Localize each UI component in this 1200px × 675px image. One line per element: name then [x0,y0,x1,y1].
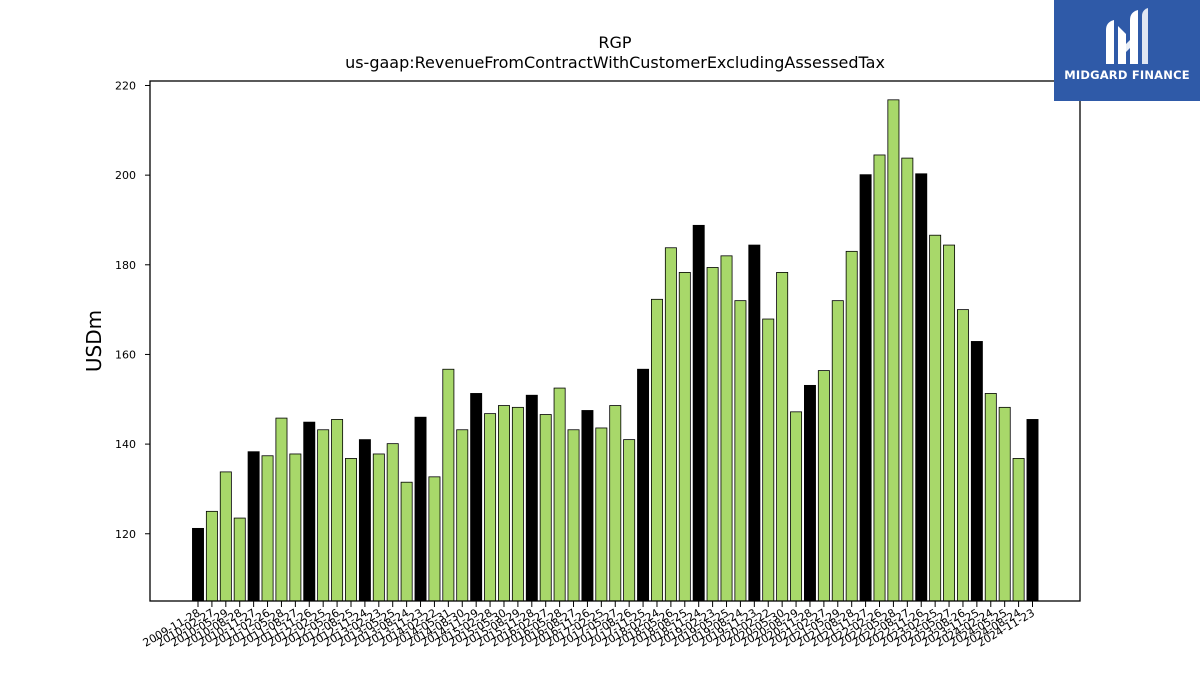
plot-frame [149,80,1081,602]
bar-2022-02-26 [873,154,886,602]
bar-2020-02-22 [762,318,775,602]
bar-2015-05-30 [498,405,510,602]
chart-title: RGP [598,33,632,52]
bar-2013-05-25 [386,443,399,602]
bar-2012-02-25 [317,429,330,602]
bar-2024-08-24 [1012,458,1025,602]
bar-2011-11-26 [303,421,316,602]
logo: MIDGARD FINANCE [1054,0,1200,101]
bar-2017-08-26 [623,439,636,602]
logo-text: MIDGARD FINANCE [1064,68,1190,82]
bar-2024-02-24 [984,393,997,602]
y-tick-label: 200 [115,169,136,182]
chart-subtitle: us-gaap:RevenueFromContractWithCustomerE… [345,53,885,72]
y-tick-label: 160 [115,348,136,361]
bar-2018-02-24 [651,298,663,602]
bar-2013-08-24 [400,481,413,602]
bar-2019-02-23 [706,267,719,602]
y-tick-label: 220 [115,79,136,92]
bar-2019-11-23 [748,244,761,602]
bar-2021-11-27 [859,174,872,602]
bar-2018-11-24 [692,224,705,602]
bar-2010-02-27 [205,510,218,602]
bar-2010-08-28 [233,517,246,602]
bar-2015-11-28 [525,394,538,602]
bar-2013-11-23 [414,416,427,602]
y-tick-label: 180 [115,259,136,272]
bar-2014-02-22 [428,476,441,602]
bar-2023-02-25 [929,234,942,602]
bar-2020-05-30 [776,272,789,602]
bar-2010-11-27 [247,451,260,602]
bar-2020-08-29 [790,411,803,602]
bar-2011-05-28 [275,417,288,602]
bar-2015-08-29 [511,406,524,602]
bar-2022-08-27 [901,157,914,602]
y-axis-label: USDm [82,310,106,372]
bar-2016-11-26 [581,410,594,602]
bars-layer [192,99,1039,602]
bar-2021-02-27 [817,370,830,602]
bar-2012-11-24 [358,439,371,602]
bar-2014-11-29 [470,393,483,602]
bar-2024-05-25 [998,406,1011,602]
midgard-logo-icon [1106,8,1148,64]
bar-2010-05-29 [219,471,232,602]
bar-2024-11-23 [1026,419,1039,602]
bar-2009-11-28 [192,527,204,602]
bar-2019-05-25 [720,255,733,602]
bar-2023-08-26 [956,309,969,602]
bar-2016-08-27 [567,429,580,602]
bar-2015-02-28 [484,413,497,602]
bar-2023-11-25 [970,341,983,602]
bar-2021-08-28 [845,250,858,602]
bar-2017-11-25 [637,368,650,602]
bar-2021-05-29 [831,300,844,602]
bar-2012-05-26 [331,419,344,602]
y-tick-label: 140 [115,438,136,451]
bar-2022-11-26 [915,173,928,602]
bar-2012-08-25 [345,458,357,602]
y-tick-label: 120 [115,528,136,541]
y-axis-ticks: 120 140 160 180 200 220 [115,79,150,541]
bar-2017-02-25 [595,427,608,602]
bar-2016-05-28 [553,387,566,602]
bar-2023-05-27 [943,244,956,602]
bar-2011-08-27 [289,453,302,602]
bar-2013-02-23 [372,453,385,602]
bar-2022-05-28 [887,99,900,602]
bar-2014-08-30 [456,429,469,602]
bar-2018-05-26 [664,247,677,602]
bar-2014-05-31 [442,368,455,602]
bar-2017-05-27 [609,405,622,602]
bar-2011-02-26 [261,455,274,602]
bar-2016-02-27 [539,414,552,602]
bar-2020-11-28 [804,384,816,602]
x-axis-ticks: 2009-11-282010-02-272010-05-292010-08-28… [141,601,1037,650]
bar-2019-08-24 [734,300,747,602]
bar-2018-08-25 [678,272,691,602]
